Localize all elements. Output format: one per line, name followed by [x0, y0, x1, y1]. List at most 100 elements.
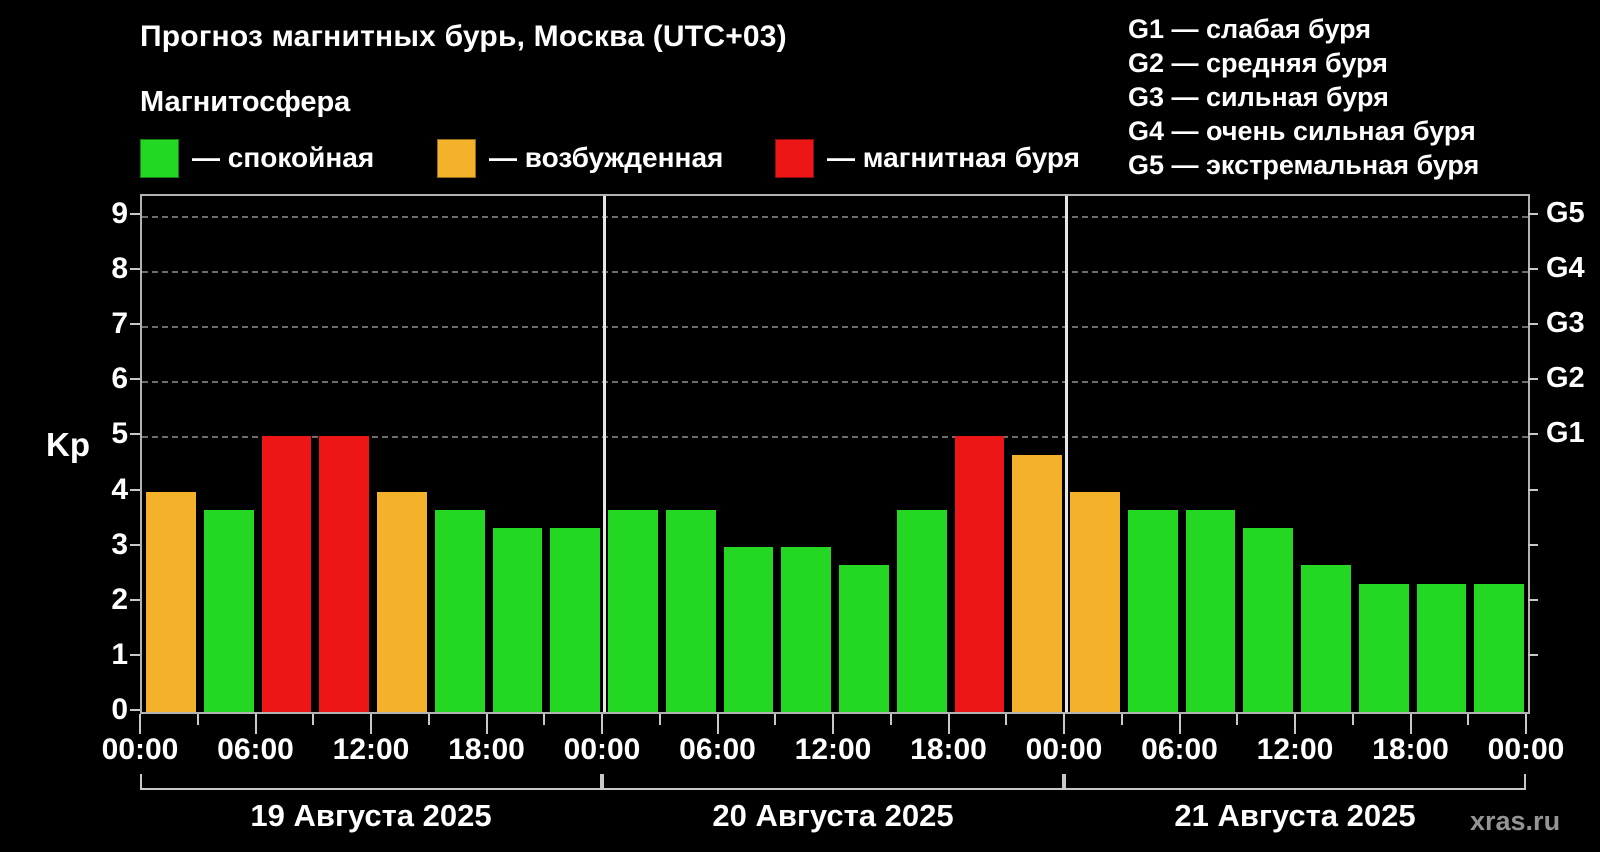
kp-bar — [665, 509, 716, 712]
g-axis-label-g1: G1 — [1546, 417, 1585, 450]
gridline-kp8 — [142, 271, 1528, 274]
legend-label: — спокойная — [192, 142, 375, 173]
kp-bar — [1070, 491, 1120, 712]
y-axis-tick-mark — [130, 543, 140, 546]
legend-label: — магнитная буря — [827, 142, 1080, 173]
x-axis-tick-mark — [1467, 714, 1470, 725]
kp-bar — [203, 509, 254, 712]
legend-item-red: — магнитная буря — [775, 138, 1080, 178]
plot-area — [140, 194, 1530, 714]
x-axis-time-label: 00:00 — [1025, 733, 1103, 766]
x-axis-tick-mark — [1409, 714, 1412, 734]
x-axis-tick-mark — [370, 714, 372, 734]
x-axis-time-label: 12:00 — [1256, 733, 1334, 766]
chart-title: Прогноз магнитных бурь, Москва (UTC+03) — [140, 20, 787, 53]
x-axis-tick-mark — [1005, 714, 1008, 725]
x-axis-tick-mark — [658, 714, 661, 725]
x-axis-tick-mark — [485, 714, 488, 734]
x-axis-time-label: 00:00 — [563, 733, 641, 766]
g-scale-legend-line: G5 — экстремальная буря — [1128, 150, 1480, 180]
day-bracket-tick — [1064, 774, 1066, 789]
kp-bar — [954, 436, 1005, 712]
legend-swatch-green-icon — [140, 138, 179, 178]
y-axis-right-tick-mark — [1528, 323, 1538, 326]
y-axis-tick-mark — [130, 653, 140, 656]
x-axis-time-label: 00:00 — [101, 733, 179, 766]
y-axis-right-tick-mark — [1528, 488, 1538, 491]
x-axis-tick-mark — [1063, 714, 1065, 734]
g-axis-label-g5: G5 — [1546, 197, 1585, 229]
chart-subtitle: Магнитосфера — [140, 86, 351, 118]
kp-bar — [1127, 509, 1178, 712]
y-axis-tick-label: 3 — [111, 527, 128, 561]
kp-bar — [1012, 454, 1062, 712]
legend-item-orange: — возбужденная — [437, 138, 723, 178]
kp-bar — [492, 528, 543, 712]
y-axis-right-tick-mark — [1528, 268, 1538, 271]
y-axis-tick-mark — [130, 268, 140, 271]
x-axis-tick-mark — [543, 714, 546, 725]
x-axis-time-label: 06:00 — [217, 733, 294, 766]
day-bracket-tick — [600, 774, 602, 789]
day-bracket — [140, 788, 602, 790]
y-axis-tick-label: 5 — [111, 417, 128, 451]
day-bracket-tick — [602, 774, 604, 789]
x-axis-tick-mark — [1525, 714, 1527, 734]
kp-bar — [146, 491, 196, 712]
x-axis-tick-mark — [196, 714, 199, 725]
x-axis-tick-mark — [427, 714, 430, 725]
x-axis-tick-mark — [139, 714, 141, 734]
g-scale-legend-line: G4 — очень сильная буря — [1128, 116, 1476, 146]
x-axis-time-label: 18:00 — [910, 733, 987, 766]
y-axis-right-tick-mark — [1528, 213, 1538, 215]
kp-bar — [377, 491, 427, 712]
watermark: xras.ru — [1470, 806, 1561, 836]
gridline-kp6 — [142, 381, 1528, 384]
y-axis-tick-mark — [130, 488, 140, 491]
date-label: 21 Августа 2025 — [1174, 798, 1416, 833]
y-axis-label: Kp — [46, 426, 90, 463]
y-axis-tick-label: 2 — [111, 582, 128, 616]
kp-bar — [319, 436, 369, 712]
y-axis-tick-mark — [130, 323, 140, 326]
y-axis-tick-label: 0 — [111, 693, 128, 726]
kp-bar — [1474, 583, 1524, 712]
x-axis-tick-mark — [832, 714, 834, 734]
x-axis-time-label: 18:00 — [1372, 733, 1449, 766]
x-axis-tick-mark — [1236, 714, 1239, 725]
x-axis-tick-mark — [312, 714, 315, 725]
y-axis-right-tick-mark — [1528, 653, 1538, 656]
kp-bar — [261, 436, 312, 712]
x-axis-tick-mark — [254, 714, 257, 734]
day-bracket — [1064, 788, 1526, 790]
x-axis-time-label: 12:00 — [794, 733, 872, 766]
kp-bar — [1243, 528, 1293, 712]
g-scale-legend-line: G3 — сильная буря — [1128, 82, 1389, 112]
x-axis-tick-mark — [716, 714, 719, 734]
x-axis-time-label: 00:00 — [1487, 733, 1565, 766]
x-axis-tick-mark — [774, 714, 777, 725]
y-axis-tick-mark — [130, 598, 140, 601]
gridline-kp5 — [142, 436, 1528, 439]
x-axis-tick-mark — [947, 714, 950, 734]
x-axis-tick-mark — [889, 714, 892, 725]
legend-label: — возбужденная — [489, 142, 724, 173]
x-axis-time-label: 06:00 — [1141, 733, 1218, 766]
y-axis-tick-label: 8 — [111, 252, 128, 286]
kp-bar — [839, 564, 889, 712]
kp-bar — [781, 546, 831, 712]
g-scale-legend: G1 — слабая буря G2 — средняя буря G3 — си… — [1128, 12, 1479, 182]
x-axis-tick-mark — [1178, 714, 1181, 734]
y-axis-right-tick-mark — [1528, 598, 1538, 601]
y-axis-right-tick-mark — [1528, 543, 1538, 546]
y-axis-tick-mark — [130, 378, 140, 381]
x-axis-time-label: 18:00 — [448, 733, 525, 766]
y-axis-tick-label: 4 — [111, 472, 128, 506]
day-bracket — [602, 788, 1064, 790]
kp-bar — [896, 509, 947, 712]
kp-bar — [1301, 564, 1351, 712]
legend-swatch-red-icon — [775, 138, 814, 178]
y-axis-right-tick-mark — [1528, 378, 1538, 381]
x-axis-time-label: 06:00 — [679, 733, 756, 766]
